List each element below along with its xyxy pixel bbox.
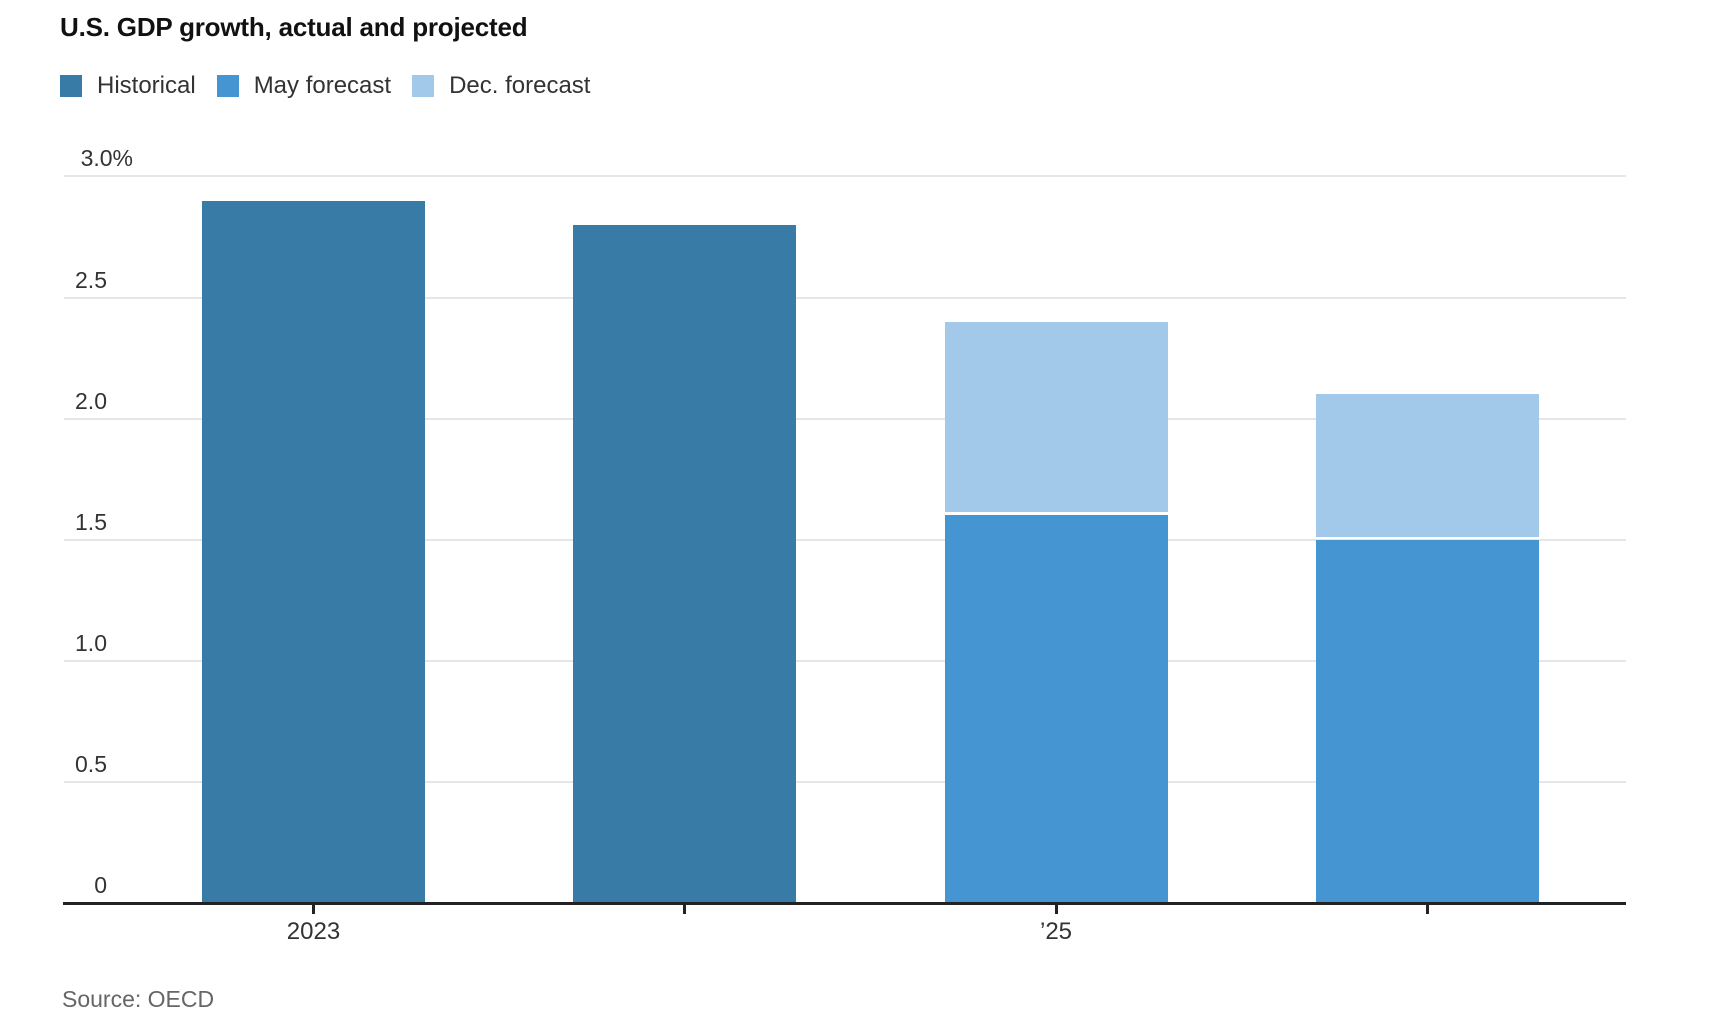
bar-historical-1 <box>572 224 796 903</box>
legend-item-may-forecast: May forecast <box>216 72 392 99</box>
gridline <box>64 780 1626 783</box>
gridline <box>64 296 1626 299</box>
legend-swatch-may-forecast-icon <box>216 75 239 97</box>
y-tick-label: 1.0 <box>75 629 107 656</box>
gridline <box>64 659 1626 662</box>
x-axis-line <box>63 902 1626 905</box>
legend-swatch-historical-icon <box>60 75 82 97</box>
x-axis-tick <box>312 905 315 914</box>
y-tick-label: 0 <box>94 872 107 898</box>
legend-label-may-forecast: May forecast <box>253 72 392 99</box>
legend-label-historical: Historical <box>97 72 196 99</box>
y-tick-label: 3.0% <box>80 145 133 172</box>
chart-title: U.S. GDP growth, actual and projected <box>60 12 528 42</box>
y-tick-label: 1.5 <box>75 508 107 535</box>
x-tick-label: 2023 <box>286 918 341 945</box>
bar-dec-forecast-3 <box>1315 394 1539 537</box>
legend-swatch-dec-forecast-icon <box>412 75 435 97</box>
gridline <box>64 417 1626 420</box>
legend-item-dec-forecast: Dec. forecast <box>412 74 590 98</box>
gridline <box>64 538 1626 541</box>
legend-item-historical: Historical <box>60 74 196 98</box>
y-tick-label: 0.5 <box>75 750 107 777</box>
y-tick-label: 2.0 <box>75 387 107 414</box>
x-axis-tick <box>1054 905 1058 914</box>
x-tick-label: ’25 <box>1039 918 1073 945</box>
legend: Historical May forecast Dec. forecast <box>60 74 590 98</box>
bar-historical-0 <box>202 200 425 903</box>
x-axis-tick <box>1425 905 1429 914</box>
bar-may-forecast-2 <box>944 515 1168 903</box>
bar-dec-forecast-2 <box>944 321 1168 513</box>
y-tick-label: 2.5 <box>75 266 107 293</box>
x-axis-tick <box>682 905 686 914</box>
legend-label-dec-forecast: Dec. forecast <box>449 72 591 99</box>
source-note: Source: OECD <box>62 986 215 1012</box>
bar-may-forecast-3 <box>1315 539 1539 903</box>
gridline <box>64 175 1626 178</box>
